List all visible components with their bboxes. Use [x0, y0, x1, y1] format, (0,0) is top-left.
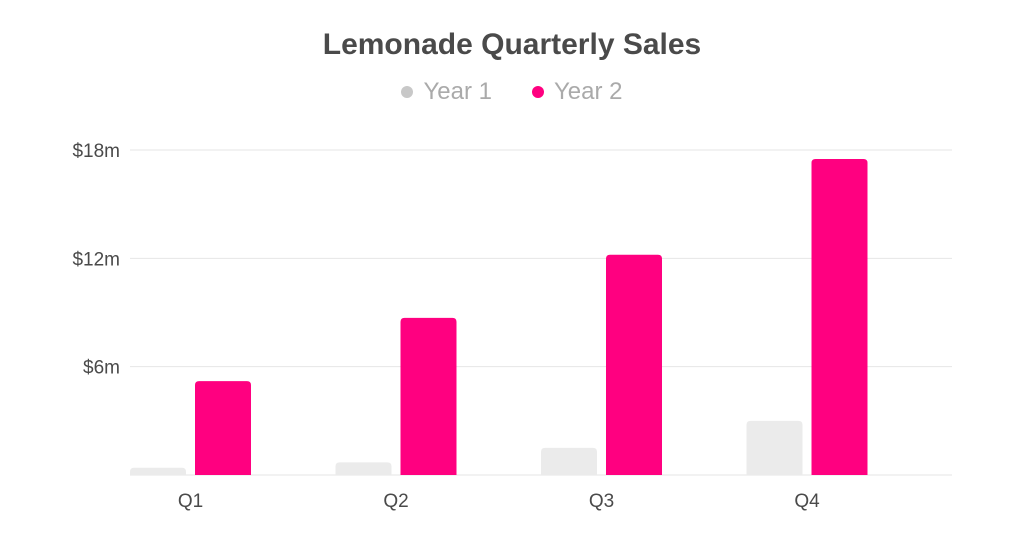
- x-tick-label: Q3: [589, 491, 614, 512]
- chart-title: Lemonade Quarterly Sales: [322, 28, 702, 61]
- legend-swatch-year-2: [532, 86, 544, 98]
- y-tick-label: $12m: [72, 249, 120, 270]
- y-tick-label: $6m: [83, 358, 120, 379]
- legend-item-year-2[interactable]: Year 2: [532, 78, 623, 106]
- bar-year-1-q4: [746, 420, 803, 475]
- legend: Year 1 Year 2: [0, 78, 1024, 106]
- bar-year-2-q3: [606, 254, 662, 475]
- legend-label-year-1: Year 1: [423, 78, 492, 105]
- legend-swatch-year-1: [401, 86, 414, 98]
- y-tick-label: $18m: [72, 141, 120, 162]
- bar-year-1-q2: [335, 462, 392, 475]
- bar-year-2-q4: [811, 159, 868, 475]
- bar-year-1-q1: [130, 467, 186, 475]
- bar-year-1-q3: [541, 447, 597, 475]
- bar-year-2-q2: [400, 317, 457, 475]
- x-tick-label: Q1: [178, 491, 203, 512]
- legend-item-year-1[interactable]: Year 1: [401, 78, 492, 106]
- bar-year-2-q1: [195, 381, 251, 475]
- x-tick-label: Q2: [383, 491, 408, 512]
- x-tick-label: Q4: [794, 491, 820, 512]
- legend-label-year-2: Year 2: [554, 78, 623, 105]
